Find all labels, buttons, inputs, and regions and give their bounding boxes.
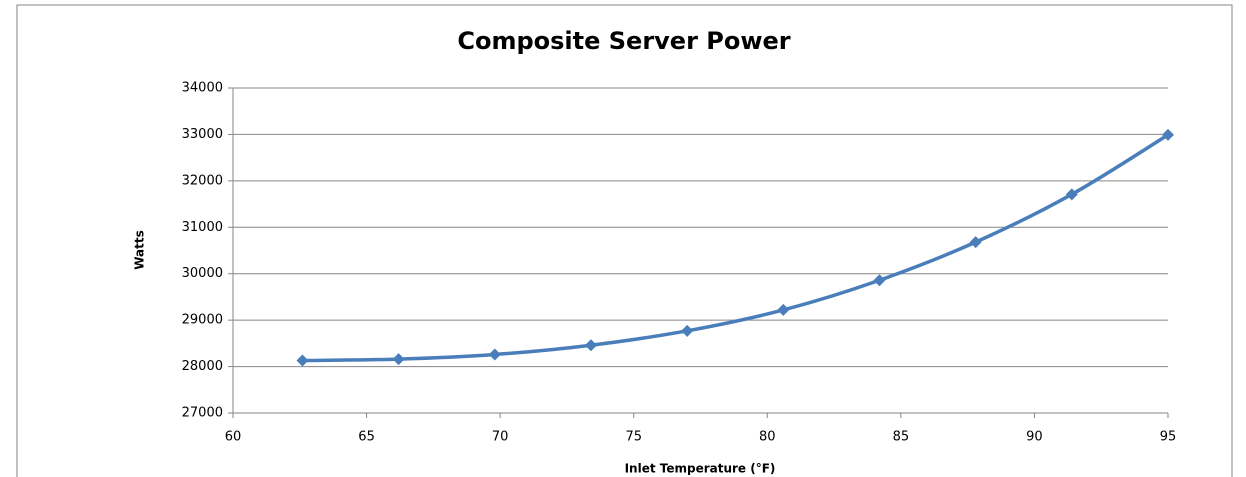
y-tick-label: 33000 xyxy=(182,127,223,142)
y-tick-label: 28000 xyxy=(182,359,223,374)
x-tick-label: 70 xyxy=(492,430,509,445)
marker xyxy=(1065,188,1078,201)
x-tick-label: 95 xyxy=(1160,430,1177,445)
y-tick-label: 34000 xyxy=(182,81,223,96)
marker xyxy=(969,236,982,249)
y-tick-label: 32000 xyxy=(182,173,223,188)
marker xyxy=(1162,128,1174,141)
x-tick-label: 65 xyxy=(358,430,375,445)
x-tick-label: 75 xyxy=(625,430,642,445)
y-axis-label: Watts xyxy=(133,230,147,270)
chart-frame xyxy=(16,4,1233,477)
y-tick-label: 29000 xyxy=(182,313,223,328)
x-tick-label: 85 xyxy=(893,430,910,445)
x-tick-label: 80 xyxy=(759,430,776,445)
data-line xyxy=(302,133,1169,363)
marker xyxy=(392,353,405,366)
x-tick-label: 60 xyxy=(225,430,242,445)
chart-title: Composite Server Power xyxy=(457,27,790,55)
marker xyxy=(777,303,790,316)
y-tick-label: 27000 xyxy=(182,406,223,421)
marker xyxy=(584,339,597,352)
marker xyxy=(296,354,309,367)
y-tick-label: 30000 xyxy=(182,266,223,281)
marker xyxy=(488,348,501,361)
x-axis-label: Inlet Temperature (°F) xyxy=(625,462,776,476)
y-tick-label: 31000 xyxy=(182,220,223,235)
marker xyxy=(681,324,694,337)
marker xyxy=(873,274,886,287)
x-tick-label: 90 xyxy=(1026,430,1043,445)
